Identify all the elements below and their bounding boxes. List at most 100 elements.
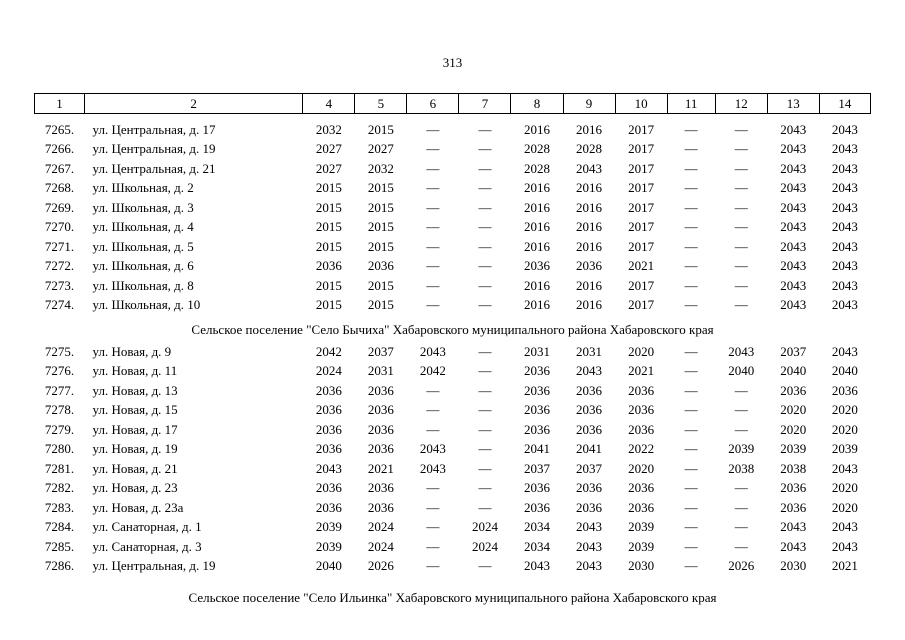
value-cell: 2017	[628, 277, 655, 293]
value-cell: 2020	[831, 480, 858, 496]
value-cell: 2016	[576, 297, 603, 313]
column-header: 13	[766, 93, 820, 114]
table-row: 7275. ул. Новая, д. 9 2042 2037 2043 — 2031 203…	[35, 342, 871, 362]
value-cell: —	[478, 141, 492, 157]
value-cell: 2031	[576, 343, 603, 359]
value-cell: —	[478, 441, 492, 457]
section-title-row: Сельское поселение "Село Ильинка" Хабаро…	[35, 576, 871, 610]
value-cell: 2036	[524, 382, 550, 398]
value-cell: 2015	[367, 277, 394, 293]
table-row: 7273. ул. Школьная, д. 8 2015 2015 — — 2016 201…	[35, 276, 871, 296]
value-cell: 2043	[780, 297, 807, 313]
value-cell: —	[426, 277, 440, 293]
row-number: 7268.	[44, 180, 75, 196]
table-row: 7270. ул. Школьная, д. 4 2015 2015 — — 2016 201…	[35, 218, 871, 238]
value-cell: 2015	[367, 238, 394, 254]
value-cell: 2043	[780, 219, 807, 235]
value-cell: 2036	[315, 480, 342, 496]
value-cell: 2043	[780, 538, 807, 554]
column-header: 12	[714, 93, 768, 114]
column-header: 11	[666, 93, 716, 114]
value-cell: 2043	[831, 277, 858, 293]
row-number: 7285.	[44, 538, 75, 554]
value-cell: 2030	[780, 558, 807, 574]
value-cell: —	[734, 382, 748, 398]
value-cell: 2036	[628, 480, 655, 496]
address-cell: ул. Центральная, д. 21	[92, 160, 216, 176]
value-cell: 2017	[628, 297, 655, 313]
value-cell: 2043	[780, 519, 807, 535]
value-cell: 2034	[524, 519, 550, 535]
value-cell: —	[426, 219, 440, 235]
value-cell: 2020	[831, 402, 858, 418]
table-row: 7281. ул. Новая, д. 21 2043 2021 2043 — 2037 20…	[35, 459, 871, 479]
value-cell: —	[426, 121, 440, 137]
value-cell: —	[734, 297, 748, 313]
value-cell: 2037	[524, 460, 550, 476]
value-cell: 2016	[524, 219, 550, 235]
address-cell: ул. Центральная, д. 17	[92, 121, 216, 137]
value-cell: 2042	[419, 363, 446, 379]
value-cell: 2020	[831, 499, 858, 515]
value-cell: 2015	[315, 219, 342, 235]
value-cell: 2039	[628, 538, 655, 554]
value-cell: 2015	[367, 219, 394, 235]
value-cell: 2043	[780, 180, 807, 196]
value-cell: 2015	[315, 238, 342, 254]
table-row: 7271. ул. Школьная, д. 5 2015 2015 — — 2016 201…	[35, 237, 871, 257]
value-cell: 2036	[576, 258, 603, 274]
value-cell: 2043	[780, 141, 807, 157]
value-cell: 2015	[367, 297, 394, 313]
address-cell: ул. Новая, д. 15	[92, 402, 178, 418]
value-cell: —	[734, 402, 748, 418]
value-cell: 2043	[419, 343, 446, 359]
address-cell: ул. Школьная, д. 6	[92, 258, 194, 274]
table-row: 7267. ул. Центральная, д. 21 2027 2032 — — 202…	[35, 159, 871, 179]
value-cell: 2039	[315, 538, 342, 554]
value-cell: —	[478, 160, 492, 176]
value-cell: —	[426, 519, 440, 535]
value-cell: —	[426, 160, 440, 176]
value-cell: 2043	[576, 160, 603, 176]
value-cell: —	[478, 499, 492, 515]
value-cell: —	[426, 538, 440, 554]
value-cell: 2036	[367, 480, 394, 496]
value-cell: —	[734, 480, 748, 496]
value-cell: —	[426, 558, 440, 574]
value-cell: —	[734, 219, 748, 235]
value-cell: 2028	[576, 141, 603, 157]
column-header: 1	[33, 93, 86, 114]
value-cell: 2024	[471, 519, 498, 535]
value-cell: —	[684, 441, 698, 457]
value-cell: —	[684, 460, 698, 476]
table-header: 1 2 4 5 6 7 8 9 10 11 12 13 14	[33, 93, 872, 114]
value-cell: 2043	[831, 258, 858, 274]
row-number: 7269.	[44, 199, 75, 215]
table-row: 7283. ул. Новая, д. 23а 2036 2036 — — 2036 2036…	[35, 498, 871, 518]
value-cell: 2036	[576, 480, 603, 496]
value-cell: 2026	[367, 558, 394, 574]
value-cell: —	[734, 538, 748, 554]
value-cell: —	[426, 480, 440, 496]
value-cell: 2040	[780, 363, 807, 379]
value-cell: 2016	[576, 121, 603, 137]
value-cell: 2016	[576, 238, 603, 254]
value-cell: 2021	[628, 258, 655, 274]
value-cell: —	[684, 258, 698, 274]
value-cell: —	[426, 238, 440, 254]
value-cell: 2043	[831, 160, 858, 176]
value-cell: 2043	[831, 219, 858, 235]
row-number: 7275.	[44, 343, 75, 359]
column-header: 7	[458, 93, 512, 114]
value-cell: —	[734, 519, 748, 535]
value-cell: 2039	[315, 519, 342, 535]
value-cell: —	[684, 277, 698, 293]
value-cell: 2043	[780, 258, 807, 274]
value-cell: 2043	[831, 297, 858, 313]
row-number: 7281.	[44, 460, 75, 476]
value-cell: 2036	[315, 421, 342, 437]
value-cell: —	[478, 480, 492, 496]
value-cell: 2020	[831, 421, 858, 437]
value-cell: 2043	[780, 199, 807, 215]
value-cell: —	[426, 421, 440, 437]
